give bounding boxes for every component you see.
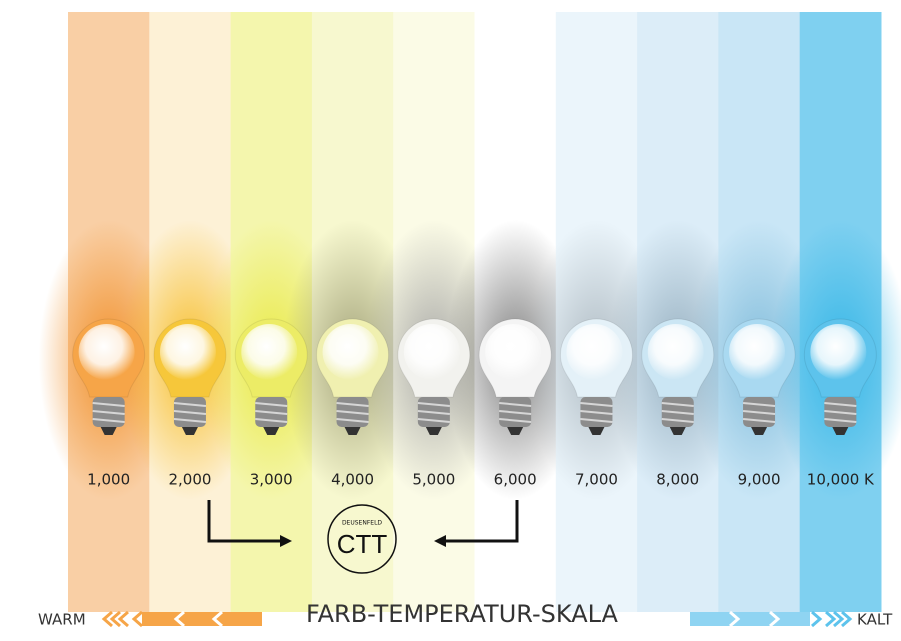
warm-bar [142,612,262,626]
bulb-shine [485,324,541,380]
footer-title: FARB-TEMPERATUR-SKALA [306,600,619,628]
scale-label: 2,000 [168,471,211,489]
chevron [826,612,834,626]
scale-label: 7,000 [575,471,618,489]
scale-label: 8,000 [656,471,699,489]
bulb-shine [404,324,460,380]
cold-chevrons [690,612,850,626]
scale-label: 9,000 [738,471,781,489]
bulb-shine [648,324,704,380]
infographic: 1,000 2,000 3,000 4,000 5,000 6,000 7,000 8,000… [0,0,901,641]
cold-bar [690,612,810,626]
scale-label: 3,000 [250,471,293,489]
bulb-shine [323,324,379,380]
warm-chevrons [104,612,262,626]
chevron [120,612,128,626]
logo-brand: DEUSENFELD [342,520,382,527]
bulb-shine [566,324,622,380]
bulb-shine [160,324,216,380]
scale-label: 6,000 [494,471,537,489]
bulb-shine [729,324,785,380]
scale-label: 10,000 K [807,471,875,489]
scale-label: 1,000 [87,471,130,489]
chevron [812,612,820,626]
chevron [134,612,142,626]
color-columns [39,12,901,612]
cold-label: KALT [857,611,893,629]
logo-mark: CTT [337,529,388,559]
scale-label: 4,000 [331,471,374,489]
bulb-shine [241,324,297,380]
bulb-shine [79,324,135,380]
warm-label: WARM [38,611,86,629]
scale-label: 5,000 [412,471,455,489]
bulb-shine [810,324,866,380]
